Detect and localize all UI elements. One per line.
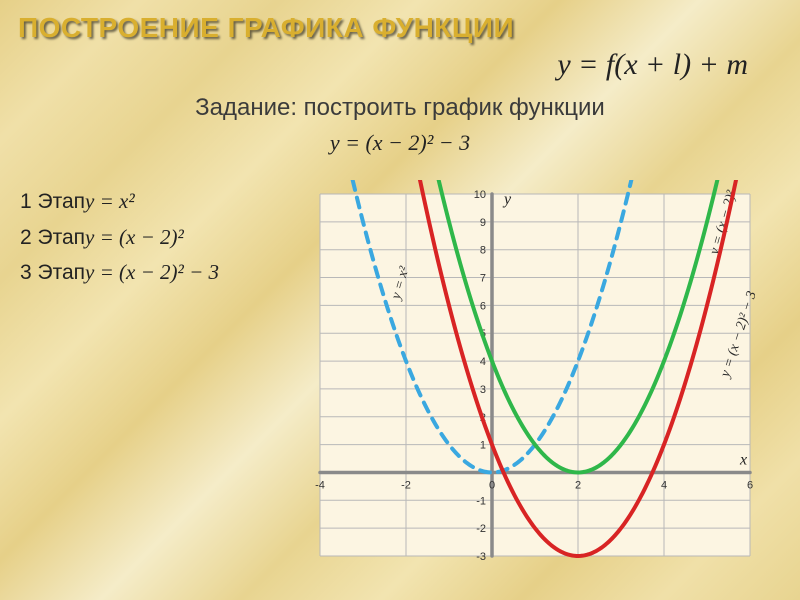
y-tick-label: 8 [480, 245, 486, 257]
y-tick-label: -1 [476, 495, 486, 507]
x-tick-label: -2 [401, 479, 411, 491]
x-tick-label: 4 [661, 479, 667, 491]
step-label: 3 Этап [20, 261, 85, 284]
step-row: 1 Этапy = x² [20, 184, 219, 220]
task-text: Задание: построить график функции [0, 94, 800, 122]
y-tick-label: 7 [480, 273, 486, 285]
step-label: 1 Этап [20, 190, 85, 213]
step-row: 3 Этапy = (x − 2)² − 3 [20, 255, 219, 291]
task-formula: y = (x − 2)² − 3 [0, 130, 800, 156]
x-tick-label: 2 [575, 479, 581, 491]
x-tick-label: 0 [489, 479, 495, 491]
page-title: ПОСТРОЕНИЕ ГРАФИКА ФУНКЦИИ [18, 12, 514, 44]
plot-background [320, 194, 750, 556]
y-tick-label: 6 [480, 300, 486, 312]
step-equation: y = x² [85, 189, 135, 213]
x-tick-label: -4 [315, 479, 325, 491]
steps-list: 1 Этапy = x²2 Этапy = (x − 2)²3 Этапy = … [20, 184, 219, 291]
y-tick-label: -2 [476, 523, 486, 535]
y-tick-label: 1 [480, 440, 486, 452]
y-tick-label: 4 [480, 356, 486, 368]
x-tick-label: 6 [747, 479, 753, 491]
step-equation: y = (x − 2)² − 3 [85, 260, 219, 284]
y-tick-label: -3 [476, 551, 486, 563]
chart-svg: -4-20246-3-2-112345678910xyy = x²y = (x … [280, 180, 770, 580]
step-equation: y = (x − 2)² [85, 225, 184, 249]
y-tick-label: 9 [480, 217, 486, 229]
chart-container: -4-20246-3-2-112345678910xyy = x²y = (x … [280, 180, 770, 580]
y-tick-label: 10 [474, 189, 486, 201]
y-axis-label: y [502, 191, 512, 208]
x-axis-label: x [739, 451, 747, 468]
y-tick-label: 3 [480, 384, 486, 396]
main-formula: y = f(x + l) + m [557, 48, 748, 82]
step-row: 2 Этапy = (x − 2)² [20, 220, 219, 256]
step-label: 2 Этап [20, 226, 85, 249]
